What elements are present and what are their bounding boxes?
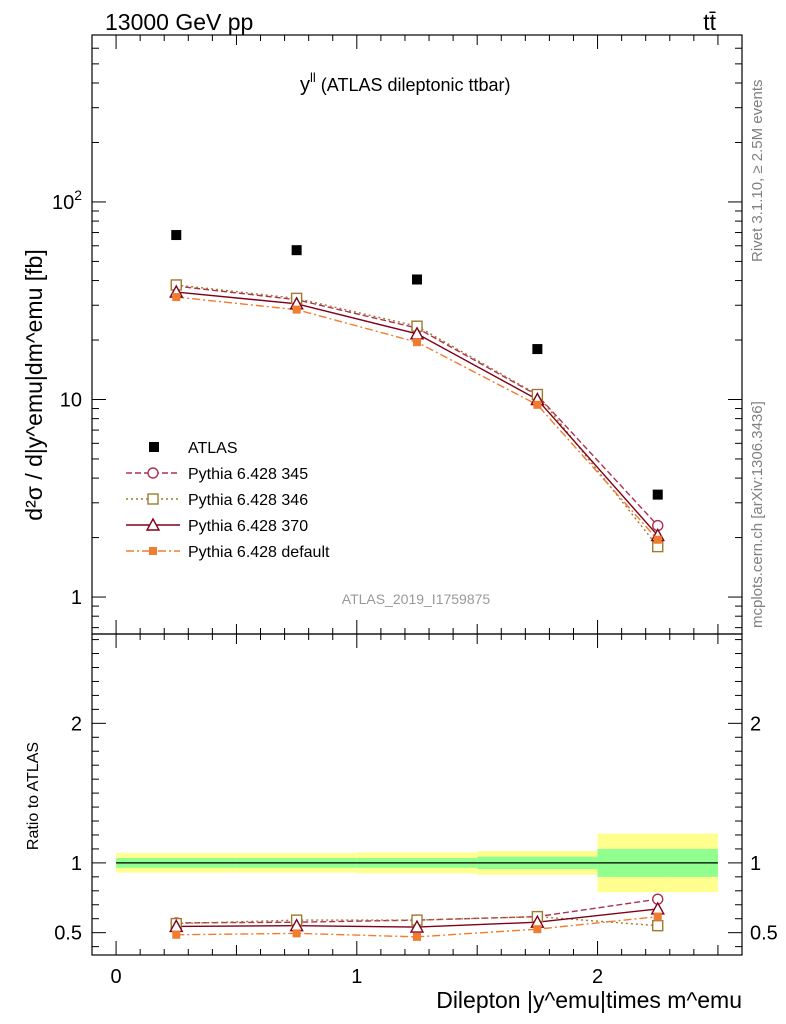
ratio-point-pdef xyxy=(533,925,542,934)
legend-marker-p345 xyxy=(147,467,159,479)
ratio-y-tick-label: 1 xyxy=(71,853,82,875)
legend-label-p345: Pythia 6.428 345 xyxy=(188,466,308,483)
main-point-pdef xyxy=(172,293,181,302)
ratio-y-tick-label-right: 0.5 xyxy=(750,923,778,945)
x-axis-label: Dilepton |y^emu|times m^emu xyxy=(436,987,742,1013)
main-y-axis-label: d²σ / d|y^emu|dm^emu [fb] xyxy=(21,249,47,520)
ratio-frame xyxy=(91,633,743,956)
legend-marker-data xyxy=(149,442,159,452)
main-point-pdef xyxy=(292,305,301,314)
ratio-point-pdef xyxy=(653,912,662,921)
legend-marker-p346 xyxy=(147,493,159,505)
main-y-tick-label: 10 xyxy=(60,389,82,411)
plot-title-sup: ll xyxy=(310,70,316,85)
ratio-point-pdef xyxy=(292,929,301,938)
main-point-data xyxy=(171,230,182,241)
legend-marker-p370 xyxy=(145,517,161,531)
main-point-data xyxy=(652,489,663,500)
ratio-y-axis-label: Ratio to ATLAS xyxy=(25,742,42,850)
main-y-tick-label: 1 xyxy=(71,587,82,609)
main-y-tick-label: 102 xyxy=(52,187,82,214)
plot-title-main: y xyxy=(300,74,310,96)
ratio-point-p370 xyxy=(409,919,425,933)
header-process-label: tt̄ xyxy=(703,9,716,35)
plot-title-rest: (ATLAS dileptonic ttbar) xyxy=(316,75,511,95)
main-point-data xyxy=(291,245,302,256)
legend-marker-pdef xyxy=(149,547,157,555)
main-point-pdef xyxy=(413,338,421,347)
ratio-y-tick-label: 2 xyxy=(71,713,82,735)
x-tick-label: 2 xyxy=(592,966,603,988)
legend-label-pdef: Pythia 6.428 default xyxy=(188,544,330,561)
ratio-point-p346 xyxy=(652,919,664,932)
ratio-line-p345 xyxy=(176,898,658,924)
x-tick-label: 1 xyxy=(351,966,362,988)
svg-text:yll (ATLAS dileptonic ttbar): yll (ATLAS dileptonic ttbar) xyxy=(300,70,511,96)
analysis-watermark: ATLAS_2019_I1759875 xyxy=(342,591,491,607)
legend-label-data: ATLAS xyxy=(188,440,238,457)
main-point-pdef xyxy=(653,535,662,544)
ratio-y-tick-label-right: 1 xyxy=(750,853,761,875)
x-tick-label: 0 xyxy=(111,966,122,988)
plot-title: yll (ATLAS dileptonic ttbar) xyxy=(300,70,511,96)
main-line-p346 xyxy=(176,284,659,548)
ratio-point-pdef xyxy=(413,932,421,941)
main-point-data xyxy=(412,274,422,285)
ratio-y-tick-label-right: 2 xyxy=(750,713,761,735)
ratio-panel: 0 1 2 0.5 0.5 1 1 2 2 xyxy=(54,35,778,988)
legend-label-p346: Pythia 6.428 346 xyxy=(188,492,308,509)
ratio-point-pdef xyxy=(172,930,181,939)
ratio-y-tick-label: 0.5 xyxy=(54,923,82,945)
main-panel: 1 10 102 xyxy=(52,34,743,635)
main-y-tick-label-exponent: 2 xyxy=(74,187,82,203)
ratio-point-p370 xyxy=(650,901,665,915)
mcplots-label: mcplots.cern.ch [arXiv:1306.3436] xyxy=(749,401,766,628)
header-energy-label: 13000 GeV pp xyxy=(105,9,253,35)
legend-label-p370: Pythia 6.428 370 xyxy=(188,518,308,535)
main-point-pdef xyxy=(533,400,542,409)
main-point-data xyxy=(532,344,543,355)
rivet-version-label: Rivet 3.1.10, ≥ 2.5M events xyxy=(749,80,766,263)
legend: ATLAS Pythia 6.428 345 Pythia 6.428 346 Pyt… xyxy=(126,440,330,561)
